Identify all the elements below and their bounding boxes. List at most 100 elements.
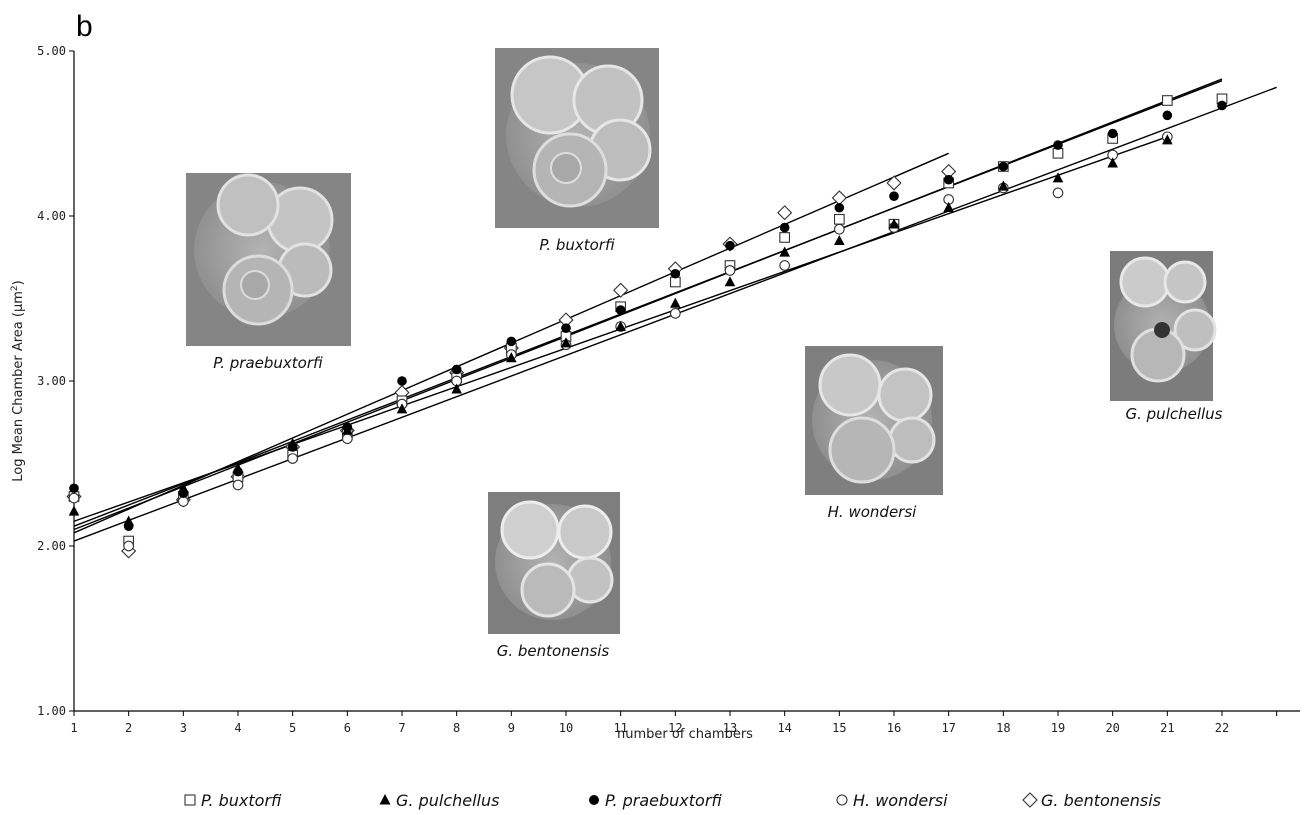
x-tick-label: 16 <box>887 721 901 735</box>
point-p-praebuxtorfi <box>889 191 899 201</box>
point-p-praebuxtorfi <box>69 483 79 494</box>
point-p-praebuxtorfi <box>1053 140 1063 150</box>
legend-label-g-pulchellus: G. pulchellus <box>396 791 499 810</box>
point-g-pulchellus <box>943 201 954 213</box>
point-g-pulchellus <box>888 218 900 229</box>
legend-label-p-praebuxtorfi: P. praebuxtorfi <box>605 791 722 810</box>
point-g-bentonensis <box>886 175 902 191</box>
point-g-bentonensis <box>613 282 629 298</box>
point-h-wondersi <box>123 540 135 552</box>
x-tick-label: 14 <box>777 721 791 735</box>
point-h-wondersi <box>341 433 353 445</box>
x-tick-label: 12 <box>668 721 682 735</box>
point-h-wondersi <box>833 223 845 235</box>
y-ticks: 1.00 2.00 3.00 4.00 5.00 <box>37 44 74 718</box>
point-p-praebuxtorfi <box>998 161 1009 172</box>
x-tick-label: 9 <box>508 721 515 735</box>
legend-marker-p-buxtorfi <box>184 794 196 806</box>
x-tick-label: 10 <box>559 721 573 735</box>
x-tick-label: 20 <box>1105 721 1119 735</box>
x-tick-label: 22 <box>1215 721 1229 735</box>
point-p-praebuxtorfi <box>615 305 626 315</box>
legend-marker-p-praebuxtorfi <box>589 795 599 805</box>
x-tick-label: 18 <box>996 721 1010 735</box>
point-g-pulchellus <box>342 424 353 435</box>
point-p-praebuxtorfi <box>1107 128 1118 139</box>
point-g-pulchellus <box>1162 134 1173 145</box>
point-p-buxtorfi <box>833 213 845 225</box>
y-axis-label: Log Mean Chamber Area (μm2) <box>10 280 26 481</box>
point-p-praebuxtorfi <box>1162 110 1173 121</box>
point-g-pulchellus <box>834 234 845 246</box>
point-g-pulchellus <box>178 482 189 493</box>
point-p-praebuxtorfi <box>561 323 571 334</box>
point-h-wondersi <box>779 260 791 271</box>
x-tick-label: 11 <box>613 721 627 735</box>
point-g-pulchellus <box>779 246 790 257</box>
x-ticks: 1 2 3 4 5 6 7 8 9 10 11 12 13 14 15 16 17 18 19 20 21 22 <box>70 711 1278 735</box>
point-h-wondersi <box>724 265 736 276</box>
x-tick-label: 17 <box>941 721 955 735</box>
point-g-pulchellus <box>396 403 408 414</box>
point-g-pulchellus <box>123 515 134 526</box>
x-tick-label: 3 <box>180 721 187 735</box>
point-g-bentonensis <box>777 205 793 221</box>
specimen-image-g-pulchellus <box>1110 251 1217 401</box>
point-h-wondersi <box>669 308 681 319</box>
point-g-pulchellus <box>506 352 517 363</box>
legend-marker-h-wondersi <box>836 794 848 806</box>
x-tick-label: 8 <box>453 721 460 735</box>
legend: P. buxtorfi G. pulchellus P. praebuxtorfi H… <box>184 791 1161 810</box>
x-tick-label: 5 <box>289 721 296 735</box>
x-tick-label: 6 <box>344 721 351 735</box>
specimen-image-g-bentonensis <box>488 492 620 634</box>
specimen-label-p-buxtorfi: P. buxtorfi <box>539 236 615 254</box>
y-tick-label: 1.00 <box>37 704 66 718</box>
panel-letter: b <box>76 10 93 43</box>
point-p-buxtorfi <box>669 276 681 288</box>
specimen-label-h-wondersi: H. wondersi <box>828 503 917 521</box>
point-g-pulchellus <box>670 297 681 308</box>
fit-line-p-praebuxtorfi <box>73 78 1223 531</box>
y-tick-label: 5.00 <box>37 44 66 58</box>
point-h-wondersi <box>1052 187 1064 199</box>
data-points <box>66 93 1228 559</box>
point-g-pulchellus <box>1052 172 1064 183</box>
specimen-label-g-bentonensis: G. bentonensis <box>497 642 610 660</box>
specimen-label-g-pulchellus: G. pulchellus <box>1126 405 1223 423</box>
point-p-buxtorfi <box>779 232 791 243</box>
point-p-praebuxtorfi <box>834 202 845 213</box>
point-p-praebuxtorfi <box>943 174 954 185</box>
point-p-praebuxtorfi <box>670 268 681 279</box>
y-tick-label: 4.00 <box>37 209 66 223</box>
point-p-buxtorfi <box>1161 95 1173 106</box>
y-tick-label: 2.00 <box>37 539 66 553</box>
point-g-pulchellus <box>287 437 298 448</box>
point-h-wondersi <box>177 496 189 507</box>
legend-label-g-bentonensis: G. bentonensis <box>1041 791 1161 810</box>
specimen-image-h-wondersi <box>805 346 943 495</box>
point-g-pulchellus <box>560 337 572 348</box>
x-tick-label: 7 <box>398 721 405 735</box>
y-tick-label: 3.00 <box>37 374 66 388</box>
point-p-praebuxtorfi <box>506 336 517 347</box>
point-p-praebuxtorfi <box>1217 100 1227 111</box>
point-p-praebuxtorfi <box>725 240 735 251</box>
legend-label-p-buxtorfi: P. buxtorfi <box>201 791 282 810</box>
x-tick-label: 13 <box>723 721 737 735</box>
point-g-pulchellus <box>724 276 736 287</box>
x-tick-label: 2 <box>125 721 132 735</box>
point-g-pulchellus <box>998 180 1009 191</box>
point-g-pulchellus <box>615 320 626 331</box>
point-g-pulchellus <box>68 505 80 516</box>
x-tick-label: 1 <box>70 721 77 735</box>
x-tick-label: 21 <box>1160 721 1174 735</box>
x-tick-label: 15 <box>832 721 846 735</box>
specimen-image-p-buxtorfi <box>495 48 659 228</box>
x-tick-label: 4 <box>234 721 241 735</box>
point-h-wondersi <box>68 492 80 504</box>
legend-marker-g-bentonensis <box>1022 792 1038 808</box>
point-g-pulchellus <box>232 462 244 473</box>
fit-line-p-buxtorfi <box>73 80 1223 527</box>
